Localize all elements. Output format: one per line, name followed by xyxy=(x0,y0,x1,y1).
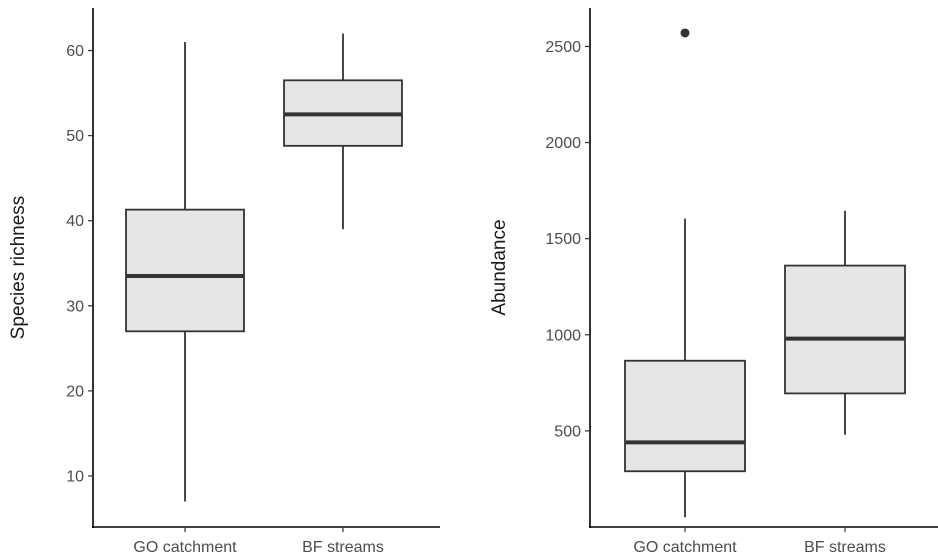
y-axis-title: Abundance xyxy=(489,219,510,315)
box-iqr xyxy=(125,208,245,333)
y-tick-label: 2000 xyxy=(545,135,581,152)
panel-species-richness: 10 20 30 40 50 60 Species richness GO catchment… xyxy=(8,8,440,556)
y-tick-label: 10 xyxy=(66,468,84,485)
x-tick-label: BF streams xyxy=(804,539,886,556)
y-axis-title: Species richness xyxy=(8,196,29,340)
x-tick-label: GO catchment xyxy=(633,539,737,556)
y-tick-label: 500 xyxy=(554,423,581,440)
panel-abundance: 500 1000 1500 2000 2500 Abundance GO catchment… xyxy=(489,8,938,556)
x-tick-label: BF streams xyxy=(302,539,384,556)
y-tick-label: 50 xyxy=(66,128,84,145)
y-tick-label: 1000 xyxy=(545,327,581,344)
y-tick-label: 2500 xyxy=(545,39,581,56)
y-tick-label: 20 xyxy=(66,383,84,400)
x-tick-label: GO catchment xyxy=(133,539,237,556)
box-iqr xyxy=(784,264,906,395)
y-tick-label: 1500 xyxy=(545,231,581,248)
y-tick-label: 30 xyxy=(66,298,84,315)
y-tick-label: 40 xyxy=(66,213,84,230)
y-tick-label: 60 xyxy=(66,43,84,60)
outlier-point xyxy=(680,28,690,38)
box-iqr xyxy=(624,359,746,473)
